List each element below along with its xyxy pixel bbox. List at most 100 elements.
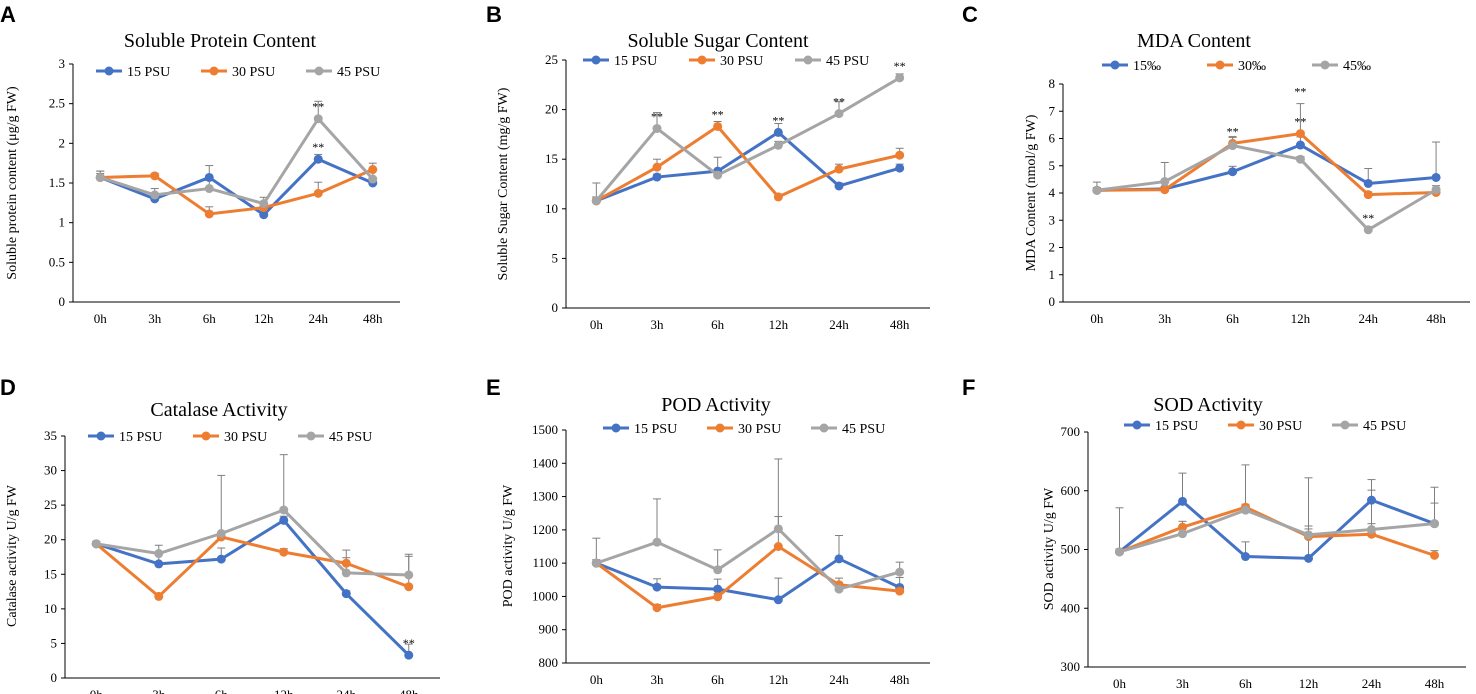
y-tick-label: 2.5 <box>49 96 65 111</box>
data-point <box>1367 495 1376 505</box>
chart-title: Soluble Protein Content <box>124 30 317 52</box>
data-point <box>834 554 844 564</box>
x-tick-label: 3h <box>1158 311 1172 326</box>
panel-letter: C <box>962 2 978 27</box>
data-point <box>216 528 226 538</box>
legend-entry: 30 PSU <box>201 65 275 80</box>
y-tick-label: 1.5 <box>49 175 65 190</box>
data-point <box>773 595 783 605</box>
data-point <box>91 539 101 549</box>
data-point <box>652 162 662 172</box>
y-tick-label: 1 <box>1049 267 1056 282</box>
data-point <box>1431 172 1441 182</box>
y-tick-label: 1100 <box>532 555 558 570</box>
data-point <box>1160 177 1170 187</box>
y-axis-label: Soluble protein content (μg/g FW) <box>5 86 20 280</box>
legend-marker <box>1132 420 1142 430</box>
x-tick-label: 12h <box>274 687 294 694</box>
chart-title: MDA Content <box>1137 30 1251 52</box>
legend-marker <box>591 55 601 65</box>
x-tick-label: 48h <box>890 672 910 687</box>
y-tick-label: 1200 <box>532 522 558 537</box>
y-tick-label: 800 <box>539 655 559 670</box>
y-tick-label: 25 <box>44 497 57 512</box>
y-tick-label: 8 <box>1049 76 1056 91</box>
legend-entry: 45 PSU <box>298 430 372 445</box>
y-tick-label: 15 <box>545 151 558 166</box>
data-point <box>1160 185 1170 195</box>
panel-letter: A <box>0 2 16 27</box>
legend-marker <box>209 66 219 76</box>
series-line <box>595 527 901 591</box>
y-tick-label: 3 <box>59 56 66 71</box>
panel-letter: E <box>486 375 501 400</box>
data-point <box>1431 185 1441 195</box>
data-point <box>895 150 905 160</box>
legend-entry: 30 PSU <box>193 430 267 445</box>
y-tick-label: 15 <box>44 566 57 581</box>
y-tick-label: 10 <box>44 601 57 616</box>
legend-entry: 45 PSU <box>795 54 869 69</box>
data-point <box>1363 178 1373 188</box>
data-point <box>773 542 783 551</box>
data-point <box>341 558 351 568</box>
legend-entry: 30‰ <box>1207 59 1266 74</box>
x-tick-label: 24h <box>829 317 849 332</box>
data-point <box>834 181 844 191</box>
panel-letter: D <box>0 375 16 400</box>
legend-label: 15 PSU <box>119 430 162 445</box>
data-point <box>773 127 783 137</box>
data-point <box>1178 522 1187 532</box>
data-point <box>652 582 662 592</box>
data-point <box>150 190 160 200</box>
data-point <box>713 592 723 602</box>
panel-letter: B <box>486 2 502 27</box>
data-point <box>154 549 164 559</box>
legend-marker <box>314 66 324 76</box>
data-point <box>1363 225 1373 235</box>
y-tick-label: 0 <box>552 300 559 315</box>
data-point <box>1367 525 1376 535</box>
data-point <box>1430 550 1439 560</box>
data-point <box>652 172 662 182</box>
data-point <box>279 547 289 557</box>
x-tick-label: 12h <box>1291 311 1311 326</box>
data-point <box>368 174 378 184</box>
data-point <box>1178 529 1187 539</box>
legend-label: 45 PSU <box>842 422 885 437</box>
data-point <box>1363 190 1373 200</box>
data-point <box>1092 185 1102 195</box>
chart-title: POD Activity <box>661 394 770 416</box>
data-point <box>652 123 662 133</box>
y-tick-label: 5 <box>552 250 559 265</box>
x-tick-label: 0h <box>94 311 108 326</box>
data-point <box>713 170 723 180</box>
significance-mark: ** <box>772 113 784 127</box>
data-point <box>895 73 905 83</box>
legend-marker <box>715 423 725 433</box>
legend-entry: 15 PSU <box>583 54 657 69</box>
legend-label: 30 PSU <box>1259 419 1302 434</box>
legend-label: 15 PSU <box>614 54 657 69</box>
x-tick-label: 3h <box>1176 676 1190 691</box>
y-tick-label: 4 <box>1049 185 1056 200</box>
x-tick-label: 6h <box>203 311 217 326</box>
legend-marker <box>1110 60 1120 70</box>
legend-marker <box>96 431 106 441</box>
y-tick-label: 25 <box>545 52 558 67</box>
legend-marker <box>611 423 621 433</box>
panel-f: F SOD Activity 15 PSU 30 PSU 45 PSU 300 400 500… <box>962 375 1466 691</box>
legend-entry: 15‰ <box>1102 59 1161 74</box>
y-tick-label: 0 <box>1049 294 1056 309</box>
y-tick-label: 0.5 <box>49 254 65 269</box>
series-line <box>1118 498 1436 560</box>
data-point <box>259 210 269 220</box>
legend-label: 30 PSU <box>232 65 275 80</box>
y-tick-label: 3 <box>1049 212 1056 227</box>
data-point <box>95 172 105 182</box>
data-point <box>834 109 844 119</box>
data-point <box>713 121 723 131</box>
legend-label: 30‰ <box>1238 59 1266 74</box>
legend-label: 45‰ <box>1343 59 1371 74</box>
